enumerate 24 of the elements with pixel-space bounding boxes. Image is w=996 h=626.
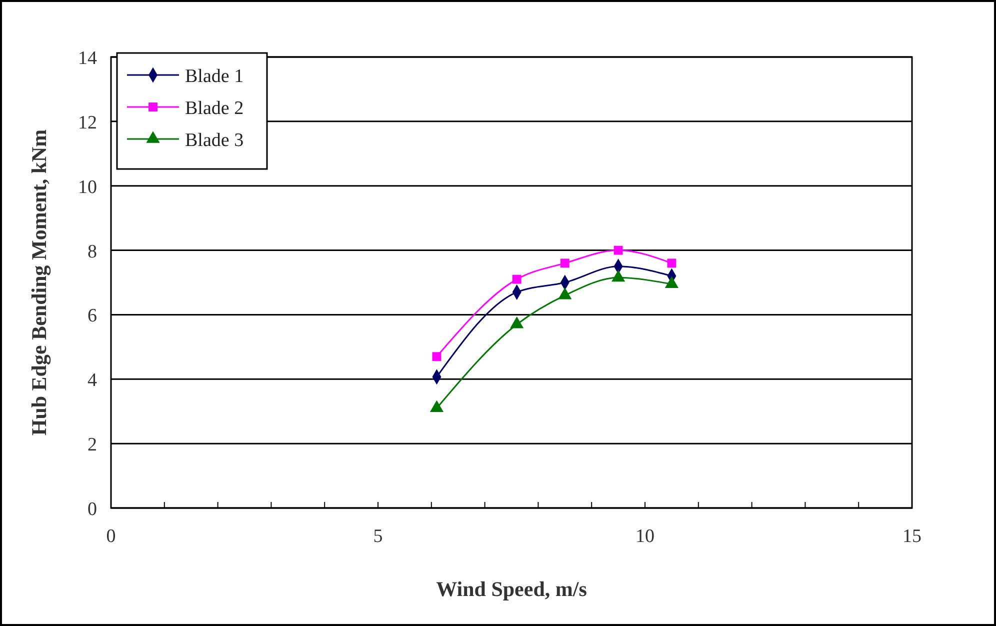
y-tick-label: 12 [78, 112, 97, 134]
point [510, 316, 524, 328]
y-tick-label: 14 [78, 48, 98, 69]
legend-label: Blade 3 [185, 130, 244, 151]
point [667, 258, 676, 268]
point [432, 352, 442, 362]
y-axis-title: Hub Edge Bending Moment, kNm [27, 128, 51, 436]
point [430, 400, 444, 412]
x-tick-label: 5 [373, 526, 383, 547]
y-tick-label: 2 [88, 434, 97, 456]
legend-label: Blade 1 [185, 66, 244, 87]
point [560, 258, 570, 268]
point [614, 246, 623, 255]
legend-label: Blade 2 [185, 98, 244, 119]
y-tick-label: 4 [88, 370, 98, 392]
x-tick-label: 10 [636, 526, 654, 547]
point [512, 274, 522, 284]
y-tick-label: 8 [88, 241, 97, 262]
y-tick-label: 6 [88, 306, 97, 327]
y-tick-label: 10 [78, 176, 97, 198]
x-axis-title: Wind Speed, m/s [436, 577, 587, 601]
x-tick-label: 0 [106, 526, 116, 547]
y-tick-label: 0 [88, 499, 97, 520]
x-tick-label: 15 [902, 526, 922, 547]
